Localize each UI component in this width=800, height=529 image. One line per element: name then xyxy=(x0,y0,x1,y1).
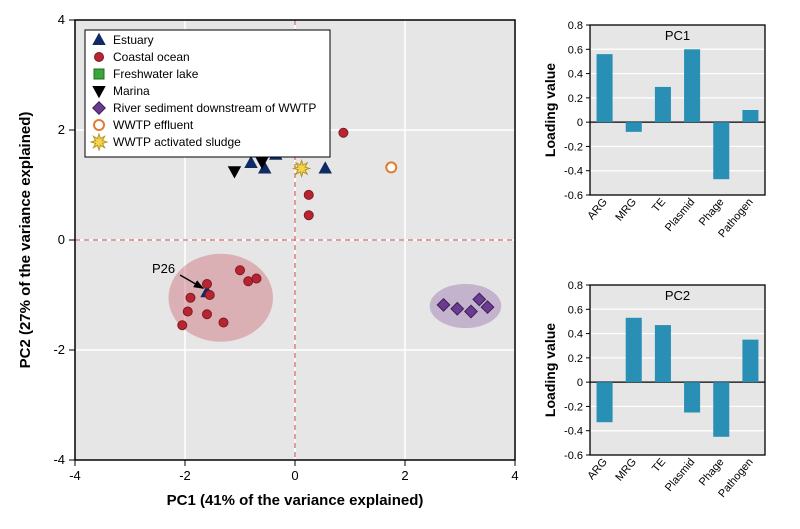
bar-xtick: ARG xyxy=(585,196,610,222)
bar-ytick: -0.4 xyxy=(564,166,583,178)
scatter-ytick: 2 xyxy=(58,122,65,137)
scatter-xlabel: PC1 (41% of the variance explained) xyxy=(167,492,424,509)
legend-label: Estuary xyxy=(113,33,154,47)
bar-ytick: -0.2 xyxy=(564,401,583,413)
scatter-ytick: -2 xyxy=(53,342,65,357)
bar xyxy=(742,340,758,383)
scatter-xtick: -2 xyxy=(179,468,191,483)
bar-ytick: -0.2 xyxy=(564,141,583,153)
bar-ytick: 0.4 xyxy=(568,69,583,81)
bar-xtick: Phage xyxy=(697,456,727,488)
bar-xtick: MRG xyxy=(613,196,639,223)
bar xyxy=(597,382,613,422)
bar-xtick: Plasmid xyxy=(663,456,697,494)
bar-panel: -0.6 -0.4 -0.2 0 0.2 0.4 0.6 0.8 ARGMRG TEPlasmid… xyxy=(542,20,765,240)
scatter-ytick: -4 xyxy=(53,452,65,467)
bar-ylabel: Loading value xyxy=(542,323,558,417)
bar-ytick: 0.2 xyxy=(568,353,583,365)
bar-ytick: 0.6 xyxy=(568,304,583,316)
legend-label: Freshwater lake xyxy=(113,67,199,81)
bar-ylabel: Loading value xyxy=(542,63,558,157)
annotation-label: P26 xyxy=(152,261,175,276)
bar-ytick: -0.6 xyxy=(564,190,583,202)
legend-label: WWTP effluent xyxy=(113,118,194,132)
scatter-panel: -4 -2 0 2 4 -4 -2 0 2 4 PC1 (41% of the variance e… xyxy=(17,12,519,509)
scatter-ytick: 0 xyxy=(58,232,65,247)
scatter-ylabel: PC2 (27% of the variance explained) xyxy=(17,112,34,369)
scatter-xtick: -4 xyxy=(69,468,81,483)
bar-ytick: 0.2 xyxy=(568,93,583,105)
bar xyxy=(684,382,700,412)
bar xyxy=(713,122,729,179)
bar xyxy=(597,54,613,122)
scatter-xtick: 4 xyxy=(511,468,518,483)
legend-label: River sediment downstream of WWTP xyxy=(113,101,316,115)
legend: Estuary Coastal ocean Freshwater lake Marin… xyxy=(85,30,330,157)
bar-xtick: TE xyxy=(650,196,668,214)
bar-ytick: 0 xyxy=(577,117,583,129)
figure: -4 -2 0 2 4 -4 -2 0 2 4 PC1 (41% of the variance e… xyxy=(0,0,800,526)
legend-label: Coastal ocean xyxy=(113,50,190,64)
bar-panel: -0.6 -0.4 -0.2 0 0.2 0.4 0.6 0.8 ARGMRG TEPlasmid… xyxy=(542,280,765,500)
scatter-xtick: 2 xyxy=(401,468,408,483)
bar-ytick: -0.4 xyxy=(564,426,583,438)
legend-label: WWTP activated sludge xyxy=(113,135,241,149)
bar xyxy=(626,318,642,382)
bar xyxy=(626,122,642,132)
bar-xtick: MRG xyxy=(613,456,639,483)
bar-ytick: 0 xyxy=(577,377,583,389)
bar xyxy=(742,110,758,122)
bar-ytick: -0.6 xyxy=(564,450,583,462)
bar-xtick: TE xyxy=(650,456,668,474)
bar xyxy=(713,382,729,437)
bar-title: PC1 xyxy=(665,28,690,43)
bar-ytick: 0.6 xyxy=(568,44,583,56)
bar xyxy=(684,49,700,122)
bar xyxy=(655,87,671,122)
bar-ytick: 0.4 xyxy=(568,329,583,341)
scatter-xtick: 0 xyxy=(291,468,298,483)
bar-ytick: 0.8 xyxy=(568,280,583,292)
bar xyxy=(655,325,671,382)
bar-title: PC2 xyxy=(665,288,690,303)
scatter-ytick: 4 xyxy=(58,12,65,27)
bar-ytick: 0.8 xyxy=(568,20,583,32)
bar-xtick: Plasmid xyxy=(663,196,697,234)
bar-xtick: ARG xyxy=(585,456,610,482)
legend-label: Marina xyxy=(113,84,150,98)
bar-xtick: Phage xyxy=(697,196,727,228)
